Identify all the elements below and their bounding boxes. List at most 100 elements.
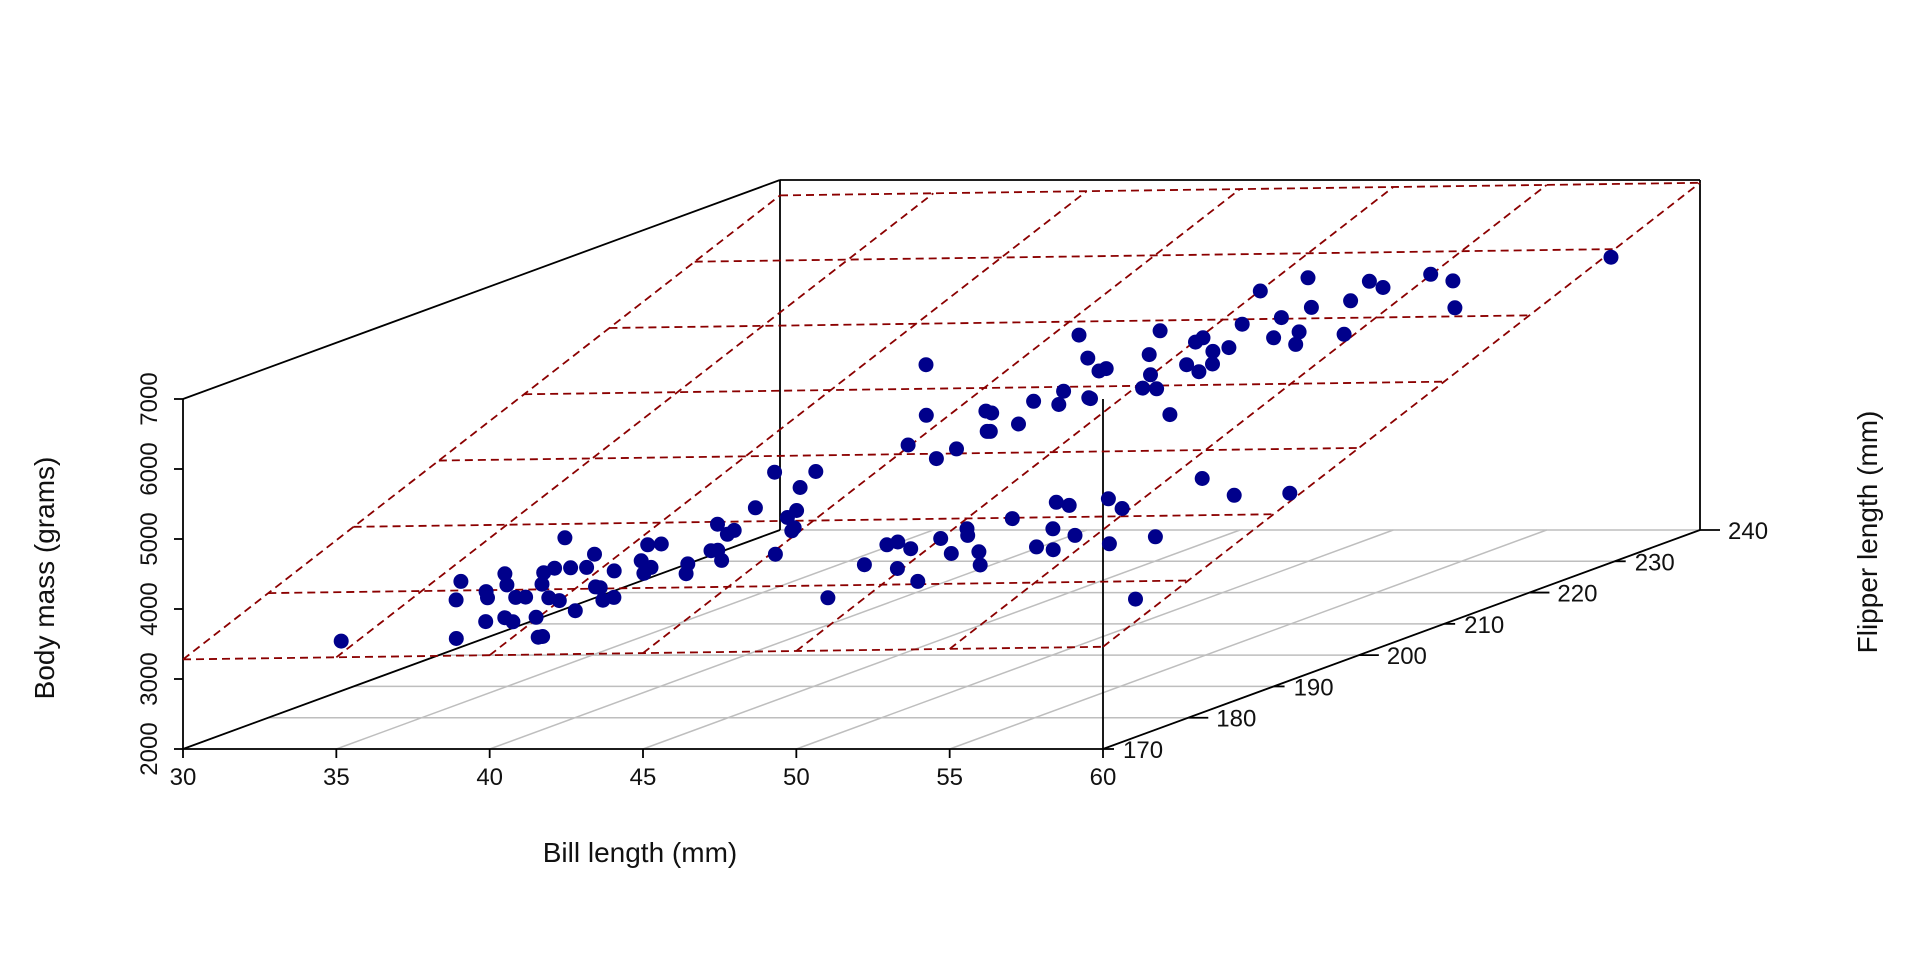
data-point bbox=[1029, 539, 1044, 555]
data-point bbox=[1226, 487, 1242, 503]
data-point bbox=[536, 565, 552, 581]
floor-grid-line-x bbox=[796, 529, 1394, 750]
box-edge bbox=[182, 179, 781, 400]
plane-line-y bbox=[438, 447, 1359, 462]
data-point bbox=[448, 631, 464, 646]
data-point bbox=[910, 573, 926, 589]
data-point bbox=[889, 561, 905, 576]
data-point bbox=[1191, 364, 1207, 380]
x-tick-label: 30 bbox=[170, 764, 197, 791]
x-tick-label: 50 bbox=[783, 764, 810, 791]
data-point bbox=[1071, 327, 1087, 343]
data-point bbox=[1303, 299, 1319, 315]
data-point bbox=[767, 546, 783, 562]
data-point bbox=[1061, 497, 1077, 513]
data-point bbox=[1011, 416, 1026, 432]
data-point bbox=[518, 589, 534, 605]
data-point bbox=[971, 544, 987, 560]
data-point bbox=[960, 527, 976, 543]
data-point bbox=[1128, 591, 1143, 607]
data-point bbox=[1004, 511, 1020, 527]
z-tick-label: 3000 bbox=[136, 652, 163, 705]
data-point bbox=[497, 566, 513, 582]
floor-grid-line-x bbox=[336, 529, 934, 750]
axis-ticks bbox=[174, 398, 1720, 758]
data-point bbox=[1045, 542, 1061, 558]
y-tick-label: 230 bbox=[1635, 549, 1675, 576]
data-point bbox=[1048, 494, 1064, 510]
data-point bbox=[856, 557, 872, 573]
z-tick-label: 4000 bbox=[136, 582, 163, 635]
z-tick-label: 6000 bbox=[136, 442, 163, 495]
data-point bbox=[792, 480, 808, 495]
data-point bbox=[595, 592, 611, 608]
data-point bbox=[1375, 280, 1391, 295]
plane-line-y bbox=[779, 181, 1701, 197]
data-point bbox=[1147, 529, 1163, 545]
data-point bbox=[557, 530, 573, 546]
data-point bbox=[1101, 536, 1117, 552]
plane-line-x bbox=[1102, 182, 1701, 648]
plane-line-x bbox=[182, 194, 781, 661]
data-point bbox=[505, 614, 521, 630]
floor-grid-line-x bbox=[642, 529, 1241, 750]
data-point bbox=[606, 563, 622, 579]
y-tick-label: 190 bbox=[1294, 674, 1334, 701]
data-point bbox=[1081, 390, 1097, 406]
floor-grid bbox=[182, 529, 1701, 750]
plane-line-y bbox=[694, 248, 1615, 263]
data-point bbox=[1143, 367, 1158, 383]
data-point bbox=[1252, 283, 1268, 299]
y-tick-label: 180 bbox=[1216, 706, 1256, 733]
plane-line-x bbox=[949, 184, 1548, 650]
box-edge bbox=[182, 529, 781, 750]
data-point bbox=[1162, 407, 1178, 423]
data-point bbox=[333, 633, 349, 649]
data-point bbox=[726, 522, 742, 538]
data-point bbox=[1051, 397, 1067, 412]
floor-grid-line-x bbox=[489, 529, 1087, 750]
x-tick-label: 40 bbox=[476, 764, 503, 791]
tick-labels: 30 35 40 45 50 55 60 2000 3000 4000 5000 6000 7000 17… bbox=[136, 372, 1768, 791]
z-axis-title: Body mass (grams) bbox=[29, 457, 60, 700]
data-point bbox=[714, 552, 730, 568]
data-point bbox=[972, 557, 988, 573]
data-point bbox=[1194, 471, 1210, 486]
data-point bbox=[767, 464, 783, 480]
data-point bbox=[478, 614, 494, 630]
z-tick-label: 5000 bbox=[136, 512, 163, 565]
data-point bbox=[588, 579, 603, 595]
data-point bbox=[1080, 350, 1096, 366]
data-point bbox=[933, 531, 949, 546]
data-point bbox=[1026, 393, 1042, 409]
data-point bbox=[1447, 300, 1463, 316]
data-point bbox=[1361, 273, 1377, 289]
data-point bbox=[1179, 357, 1195, 373]
data-point bbox=[1100, 491, 1116, 507]
data-point bbox=[1152, 323, 1168, 339]
data-point bbox=[789, 503, 805, 518]
z-tick-label: 2000 bbox=[136, 722, 163, 775]
data-point bbox=[636, 565, 652, 581]
data-point bbox=[1067, 527, 1083, 543]
plane-line-y bbox=[524, 380, 1445, 396]
data-point bbox=[879, 537, 895, 553]
plane-line-y bbox=[268, 579, 1189, 595]
data-point bbox=[1195, 330, 1211, 346]
data-point bbox=[1343, 293, 1359, 309]
data-point bbox=[978, 403, 994, 419]
data-point bbox=[928, 451, 944, 467]
data-point bbox=[678, 566, 694, 582]
data-point bbox=[535, 629, 551, 644]
plane-line-y bbox=[353, 513, 1274, 528]
plane-line-x bbox=[795, 186, 1394, 652]
data-point bbox=[1300, 270, 1316, 286]
data-point bbox=[653, 536, 669, 552]
data-point bbox=[808, 464, 824, 479]
data-point bbox=[1149, 381, 1165, 397]
x-tick-label: 55 bbox=[936, 764, 963, 791]
data-point bbox=[747, 500, 763, 516]
y-axis-title: Flipper length (mm) bbox=[1852, 411, 1883, 654]
data-point bbox=[1423, 266, 1439, 282]
